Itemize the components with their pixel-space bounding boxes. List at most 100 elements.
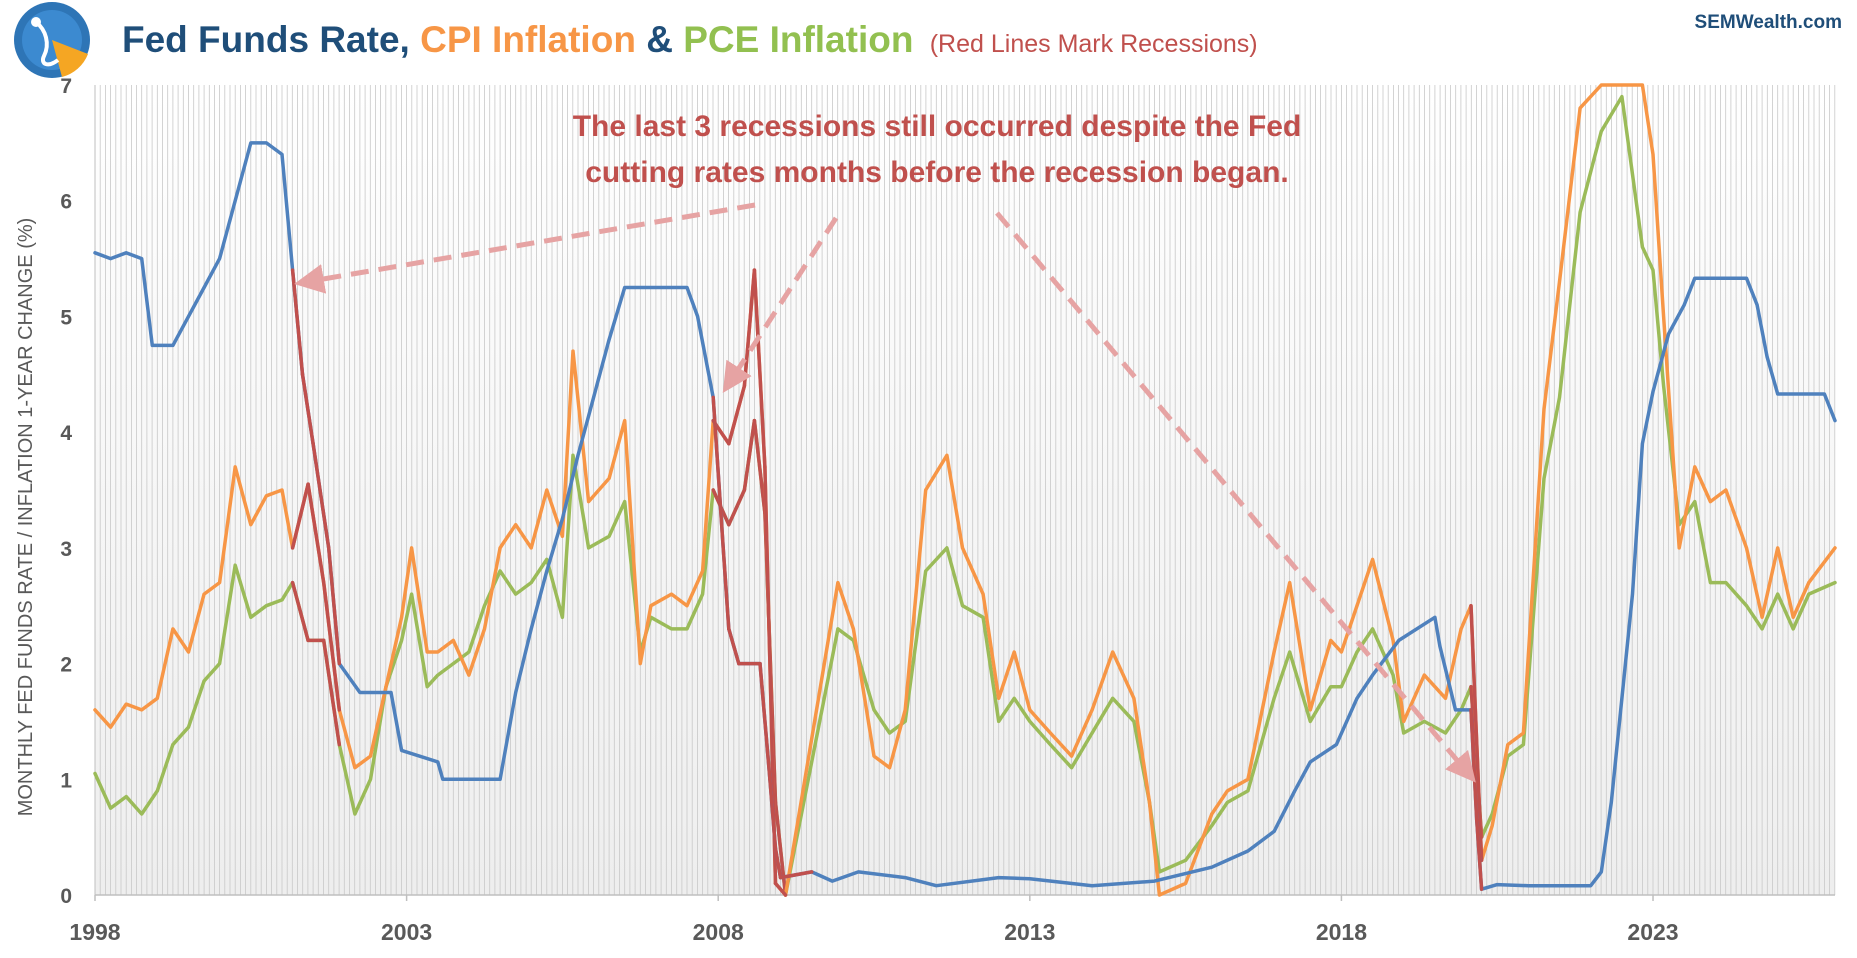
data-point-fed [1398, 639, 1400, 641]
data-point-cpi [1470, 605, 1472, 607]
data-point-cpi [774, 882, 776, 884]
data-point-pce [1834, 581, 1836, 583]
y-axis-label: MONTHLY FED FUNDS RATE / INFLATION 1-YEA… [15, 218, 37, 817]
data-point-fed [400, 749, 402, 751]
data-point-pce [701, 593, 703, 595]
data-point-fed [515, 691, 517, 693]
data-point-pce [1423, 720, 1425, 722]
data-point-pce [904, 720, 906, 722]
recession-segment [311, 441, 331, 550]
data-point-pce [234, 564, 236, 566]
data-point-fed [904, 876, 906, 878]
data-point-fed [109, 257, 111, 259]
data-point-cpi [1745, 547, 1747, 549]
data-point-fed [759, 662, 761, 664]
data-point-pce [187, 726, 189, 728]
data-point-fed [499, 778, 501, 780]
data-point-pce [1777, 593, 1779, 595]
data-point-cpi [998, 697, 1000, 699]
data-point-fed [1480, 888, 1482, 890]
y-tick-label: 7 [60, 75, 72, 98]
data-point-pce [587, 547, 589, 549]
data-point-cpi [925, 489, 927, 491]
data-point-pce [873, 709, 875, 711]
data-point-pce [203, 680, 205, 682]
data-point-pce [561, 616, 563, 618]
data-point-pce [1340, 686, 1342, 688]
data-point-fed [857, 871, 859, 873]
data-point-cpi [546, 489, 548, 491]
data-point-fed [1247, 850, 1249, 852]
recession-segment [752, 268, 767, 469]
data-point-cpi [639, 662, 641, 664]
data-point-cpi [650, 605, 652, 607]
data-point-pce [1745, 605, 1747, 607]
data-point-pce [172, 743, 174, 745]
data-point-cpi [1070, 755, 1072, 757]
data-point-fed [577, 454, 579, 456]
recession-segment [773, 846, 783, 880]
data-point-pce [354, 813, 356, 815]
data-point-pce [961, 605, 963, 607]
data-point-pce [1652, 269, 1654, 271]
recession-segment [721, 546, 731, 631]
data-point-cpi [452, 639, 454, 641]
data-point-fed [935, 885, 937, 887]
plot-background [95, 85, 1835, 895]
data-point-pce [307, 639, 309, 641]
data-point-cpi [961, 547, 963, 549]
data-point-cpi [1158, 894, 1160, 896]
data-point-cpi [281, 489, 283, 491]
data-point-pce [1709, 581, 1711, 583]
data-point-cpi [1543, 408, 1545, 410]
data-point-cpi [426, 651, 428, 653]
data-point-cpi [1112, 651, 1114, 653]
series-line-cpi [93, 83, 1837, 897]
data-point-fed [769, 778, 771, 780]
data-point-fed [1309, 761, 1311, 763]
data-point-cpi [608, 477, 610, 479]
data-point-cpi [1371, 558, 1373, 560]
data-point-cpi [1330, 639, 1332, 641]
data-point-pce [1403, 732, 1405, 734]
data-point-cpi [1761, 616, 1763, 618]
site-credit: SEMWealth.com [1695, 12, 1842, 33]
data-point-cpi [1247, 778, 1249, 780]
data-point-cpi [1340, 651, 1342, 653]
data-point-pce [338, 743, 340, 745]
data-point-fed [686, 286, 688, 288]
arrow-2001 [294, 202, 756, 294]
data-point-pce [141, 813, 143, 815]
data-point-pce [1792, 628, 1794, 630]
data-point-cpi [572, 350, 574, 352]
recession-segment [1469, 603, 1484, 863]
data-point-fed [1496, 883, 1498, 885]
data-point-fed [234, 200, 236, 202]
data-point-fed [530, 628, 532, 630]
data-point-fed [1476, 819, 1478, 821]
data-point-fed [151, 344, 153, 346]
recession-segment [290, 580, 310, 643]
data-point-cpi [1725, 489, 1727, 491]
title-amp: & [646, 19, 673, 60]
data-point-fed [125, 252, 127, 254]
data-point-fed [728, 628, 730, 630]
y-tick-label: 4 [60, 422, 72, 445]
data-point-cpi [561, 535, 563, 537]
data-point-pce [1579, 211, 1581, 213]
data-point-fed [94, 252, 96, 254]
y-tick-labels: 0 1 2 3 4 5 6 7 [60, 75, 72, 908]
data-point-cpi [624, 419, 626, 421]
data-point-fed [187, 315, 189, 317]
data-point-fed [390, 691, 392, 693]
data-point-cpi [1091, 709, 1093, 711]
title-pce: PCE Inflation [683, 19, 913, 60]
data-point-cpi [686, 605, 688, 607]
recession-segment [711, 395, 725, 550]
data-point-pce [608, 535, 610, 537]
arrow-2007 [722, 216, 839, 394]
data-point-cpi [354, 767, 356, 769]
data-point-pce [483, 605, 485, 607]
data-point-cpi [670, 593, 672, 595]
data-point-pce [1522, 743, 1524, 745]
